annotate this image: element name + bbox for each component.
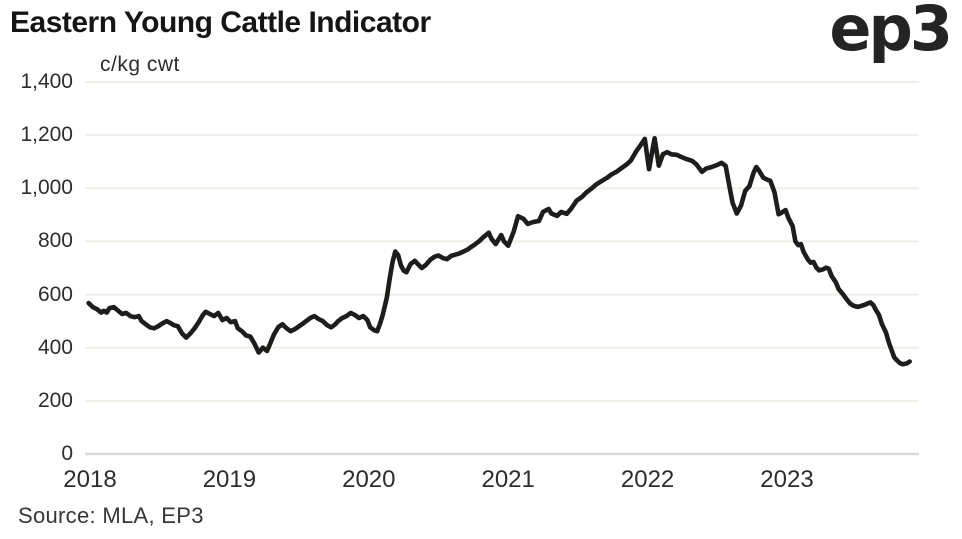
y-tick-label: 200 — [37, 388, 73, 412]
x-tick-label: 2021 — [481, 466, 535, 493]
source-caption: Source: MLA, EP3 — [18, 503, 204, 528]
y-tick-label: 1,200 — [20, 123, 73, 147]
x-tick-label: 2023 — [760, 466, 814, 493]
y-axis-unit-label: c/kg cwt — [100, 53, 180, 76]
page-title: Eastern Young Cattle Indicator — [10, 6, 431, 39]
y-tick-label: 600 — [37, 282, 73, 306]
x-tick-label: 2022 — [620, 466, 675, 493]
x-tick-label: 2018 — [63, 466, 117, 493]
eyci-series-line — [86, 136, 912, 367]
ep3-logo: ep3 — [829, 0, 953, 65]
x-tick-label: 2019 — [202, 466, 257, 493]
y-tick-label: 1,000 — [20, 176, 73, 200]
y-tick-label: 800 — [37, 229, 73, 253]
y-tick-label: 400 — [37, 335, 73, 359]
y-tick-label: 1,400 — [20, 70, 73, 93]
y-tick-label: 0 — [61, 442, 73, 465]
x-tick-label: 2020 — [342, 466, 396, 493]
